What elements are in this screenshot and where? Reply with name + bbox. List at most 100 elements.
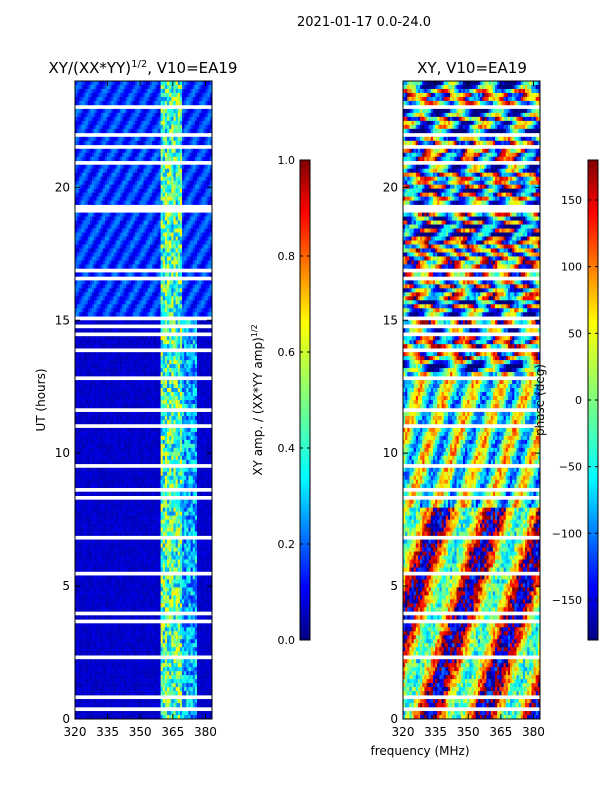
amplitude-cell: [188, 308, 191, 313]
amplitude-cell: [209, 188, 213, 193]
amplitude-cell: [160, 388, 164, 393]
amplitude-cell: [104, 248, 108, 253]
amplitude-cell: [141, 435, 144, 441]
amplitude-cell: [171, 443, 174, 449]
amplitude-cell: [152, 360, 155, 365]
amplitude-cell: [83, 447, 87, 453]
amplitude-cell: [177, 232, 181, 237]
amplitude-cell: [77, 188, 80, 193]
amplitude-cell: [77, 308, 80, 313]
amplitude-cell: [100, 92, 104, 98]
amplitude-cell: [89, 364, 93, 369]
amplitude-cell: [111, 84, 114, 90]
amplitude-cell: [171, 403, 174, 409]
amplitude-cell: [85, 320, 89, 325]
amplitude-cell: [119, 360, 123, 365]
amplitude-cell: [145, 232, 149, 237]
amplitude-cell: [96, 388, 99, 393]
amplitude-cell: [87, 272, 91, 277]
amplitude-cell: [75, 188, 78, 193]
amplitude-cell: [184, 224, 187, 229]
amplitude-cell: [98, 300, 101, 305]
amplitude-cell: [203, 220, 206, 225]
amplitude-cell: [179, 92, 183, 98]
amplitude-cell: [92, 396, 95, 401]
amplitude-cell: [134, 336, 138, 341]
amplitude-cell: [162, 81, 166, 86]
amplitude-cell: [173, 384, 176, 389]
amplitude-cell: [130, 392, 134, 397]
amplitude-cell: [111, 439, 114, 445]
amplitude-cell: [132, 447, 136, 453]
amplitude-cell: [197, 212, 200, 217]
amplitude-cell: [190, 308, 194, 313]
amplitude-cell: [139, 244, 142, 249]
amplitude-cell: [100, 232, 104, 237]
amplitude-cell: [158, 228, 161, 233]
amplitude-cell: [197, 88, 200, 94]
amplitude-cell: [111, 447, 114, 453]
amplitude-cell: [143, 84, 146, 90]
amplitude-cell: [75, 411, 78, 417]
amplitude-cell: [209, 360, 213, 365]
amplitude-cell: [128, 328, 131, 333]
amplitude-cell: [152, 200, 155, 205]
amplitude-cell: [175, 300, 179, 305]
amplitude-cell: [194, 435, 198, 441]
amplitude-cell: [126, 212, 129, 217]
amplitude-cell: [160, 216, 164, 221]
amplitude-cell: [134, 439, 138, 445]
amplitude-cell: [197, 156, 200, 162]
amplitude-cell: [109, 256, 112, 261]
amplitude-cell: [92, 419, 95, 425]
amplitude-cell: [130, 292, 134, 297]
amplitude-cell: [81, 308, 84, 313]
amplitude-cell: [160, 92, 164, 98]
amplitude-cell: [199, 260, 202, 265]
amplitude-cell: [130, 124, 134, 130]
amplitude-cell: [152, 136, 155, 142]
amplitude-cell: [192, 88, 196, 94]
amplitude-cell: [175, 447, 179, 453]
amplitude-cell: [128, 284, 131, 289]
amplitude-cell: [152, 172, 155, 177]
amplitude-cell: [143, 168, 146, 174]
amplitude-cell: [158, 81, 161, 86]
amplitude-cell: [126, 120, 129, 126]
amplitude-cell: [179, 224, 183, 229]
amplitude-cell: [149, 112, 153, 118]
amplitude-cell: [98, 447, 101, 453]
amplitude-cell: [122, 403, 125, 409]
amplitude-cell: [113, 296, 116, 301]
amplitude-cell: [188, 168, 191, 174]
amplitude-cell: [201, 240, 204, 245]
amplitude-cell: [132, 300, 136, 305]
amplitude-cell: [81, 431, 84, 437]
amplitude-cell: [100, 435, 104, 441]
amplitude-cell: [134, 435, 138, 441]
amplitude-cell: [171, 340, 174, 345]
amplitude-cell: [109, 156, 112, 162]
amplitude-cell: [184, 304, 187, 309]
amplitude-cell: [197, 136, 200, 142]
amplitude-cell: [164, 415, 168, 421]
amplitude-cell: [149, 431, 153, 437]
amplitude-cell: [152, 116, 155, 122]
amplitude-cell: [152, 431, 155, 437]
amplitude-cell: [143, 288, 146, 293]
amplitude-cell: [160, 152, 164, 158]
amplitude-cell: [201, 116, 204, 122]
amplitude-cell: [139, 340, 142, 345]
amplitude-cell: [77, 220, 80, 225]
amplitude-cell: [175, 216, 179, 221]
amplitude-cell: [89, 152, 93, 158]
amplitude-cell: [175, 403, 179, 409]
amplitude-cell: [102, 328, 106, 333]
amplitude-cell: [109, 296, 112, 301]
amplitude-cell: [160, 411, 164, 417]
amplitude-cell: [186, 136, 189, 142]
amplitude-cell: [164, 236, 168, 241]
amplitude-cell: [128, 116, 131, 122]
amplitude-cell: [81, 212, 84, 217]
amplitude-cell: [119, 372, 123, 377]
